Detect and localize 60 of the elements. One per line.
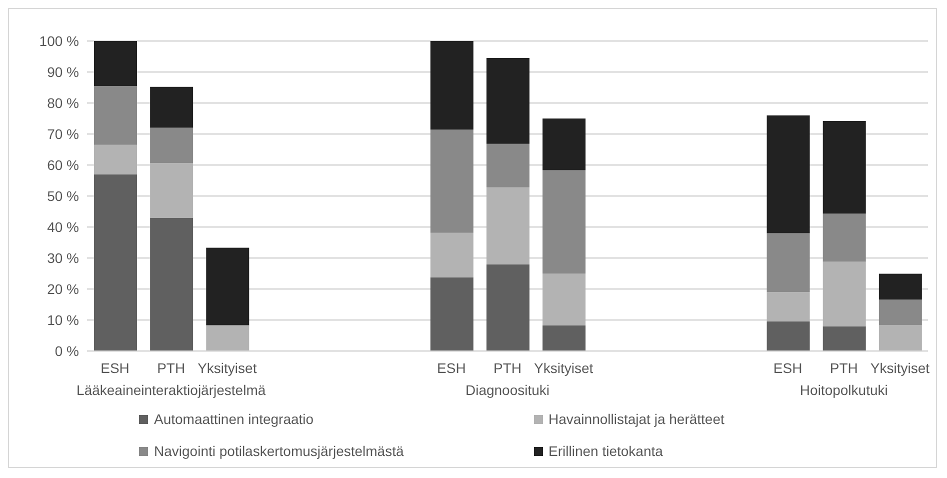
bar	[486, 144, 530, 188]
bar	[878, 325, 922, 351]
y-tick-label: 100 %	[39, 32, 79, 49]
legend-label: Navigointi potilaskertomusjärjestelmästä	[154, 443, 404, 459]
text: Diagnoosituki	[465, 382, 550, 398]
y-tick-label: 0 %	[54, 342, 79, 359]
bar	[150, 163, 194, 218]
bar	[430, 130, 474, 233]
bar	[766, 292, 810, 322]
x-tick-label: Yksityiset	[534, 360, 594, 376]
legend-label: Automaattinen integraatio	[154, 411, 314, 427]
y-tick-label: 80 %	[47, 94, 79, 111]
x-tick-label: ESH	[773, 360, 802, 376]
bar	[542, 170, 586, 274]
x-tick-label: PTH	[157, 360, 186, 376]
x-tick-label: PTH	[830, 360, 858, 376]
bar	[822, 120, 866, 214]
bar	[486, 187, 530, 264]
bar	[94, 86, 137, 145]
y-tick-label: 30 %	[47, 250, 79, 266]
bar	[822, 262, 866, 326]
x-tick-label: ESH	[437, 360, 466, 376]
bar	[206, 248, 250, 326]
bar	[822, 214, 866, 262]
bar	[766, 233, 810, 292]
x-tick-label: Yksityiset	[870, 360, 930, 376]
y-tick-label: 20 %	[47, 280, 79, 297]
bar	[430, 232, 474, 278]
y-tick-label: 60 %	[47, 156, 79, 173]
text: Lääkeaineinteraktiojärjestelmä	[76, 382, 266, 398]
bar	[486, 264, 530, 351]
bar	[542, 325, 586, 351]
bar	[150, 86, 194, 128]
x-tick-label: Yksityiset	[198, 360, 257, 376]
bar	[94, 174, 137, 351]
bar	[94, 144, 137, 174]
y-tick-label: 70 %	[47, 126, 79, 142]
x-tick-label: PTH	[494, 360, 522, 376]
bar	[206, 325, 250, 351]
y-tick-label: 40 %	[47, 218, 79, 235]
bar	[150, 128, 194, 164]
bar	[150, 218, 194, 351]
bar	[766, 115, 810, 234]
legend-label: Erillinen tietokanta	[548, 443, 663, 459]
legend-label: Havainnollistajat ja herätteet	[548, 411, 724, 427]
y-tick-label: 10 %	[47, 312, 79, 328]
bar	[542, 118, 586, 170]
bar	[430, 277, 474, 351]
bar	[878, 274, 922, 300]
y-tick-label: 50 %	[47, 188, 79, 204]
bar	[94, 41, 137, 86]
bar	[766, 322, 810, 351]
bar	[878, 300, 922, 326]
bar	[486, 58, 530, 144]
bar	[822, 326, 866, 351]
bar	[542, 274, 586, 326]
y-tick-label: 90 %	[47, 64, 79, 80]
x-tick-label: ESH	[100, 360, 130, 376]
text: Hoitopolkutuki	[800, 382, 888, 398]
bar	[430, 41, 474, 130]
